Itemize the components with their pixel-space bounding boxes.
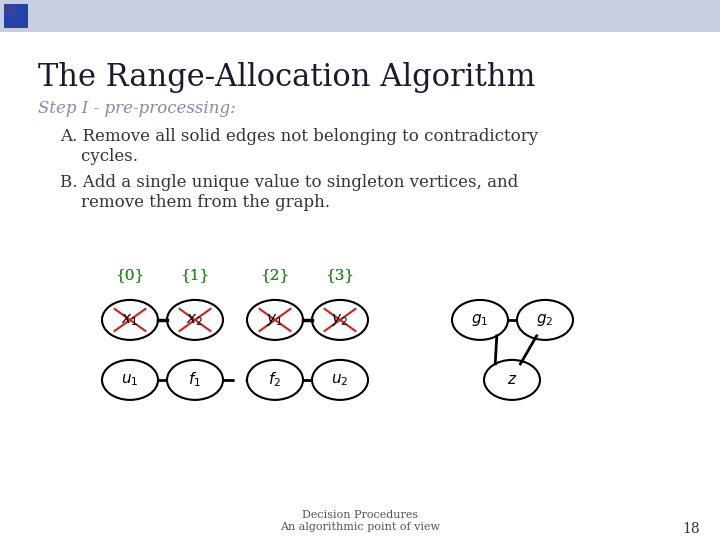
Bar bbox=[0, 0, 720, 32]
Text: $z$: $z$ bbox=[507, 373, 517, 387]
Ellipse shape bbox=[312, 360, 368, 400]
Bar bbox=[4, 4, 28, 28]
Text: The Range-Allocation Algorithm: The Range-Allocation Algorithm bbox=[38, 62, 536, 93]
Text: B. Add a single unique value to singleton vertices, and
    remove them from the: B. Add a single unique value to singleto… bbox=[60, 174, 518, 211]
Ellipse shape bbox=[517, 300, 573, 340]
Text: $y_1$: $y_1$ bbox=[266, 312, 284, 328]
Ellipse shape bbox=[247, 360, 303, 400]
Text: $u_2$: $u_2$ bbox=[331, 372, 348, 388]
Text: {2}: {2} bbox=[261, 268, 289, 282]
Ellipse shape bbox=[102, 360, 158, 400]
Text: $g_2$: $g_2$ bbox=[536, 312, 554, 328]
Text: {0}: {0} bbox=[115, 268, 145, 282]
Text: A. Remove all solid edges not belonging to contradictory
    cycles.: A. Remove all solid edges not belonging … bbox=[60, 128, 538, 165]
Ellipse shape bbox=[102, 300, 158, 340]
Text: {1}: {1} bbox=[181, 268, 210, 282]
Text: An algorithmic point of view: An algorithmic point of view bbox=[280, 522, 440, 532]
Ellipse shape bbox=[312, 300, 368, 340]
Text: $y_2$: $y_2$ bbox=[331, 312, 348, 328]
Text: {2}: {2} bbox=[261, 268, 289, 282]
Text: {0}: {0} bbox=[115, 268, 145, 282]
Text: {3}: {3} bbox=[325, 268, 354, 282]
Text: Step I - pre-processing:: Step I - pre-processing: bbox=[38, 100, 235, 117]
Text: Decision Procedures: Decision Procedures bbox=[302, 510, 418, 520]
Text: $f_1$: $f_1$ bbox=[189, 370, 202, 389]
Text: {3}: {3} bbox=[325, 268, 354, 282]
Text: $g_1$: $g_1$ bbox=[472, 312, 489, 328]
Text: $x_2$: $x_2$ bbox=[186, 312, 204, 328]
Text: $x_1$: $x_1$ bbox=[122, 312, 138, 328]
Ellipse shape bbox=[452, 300, 508, 340]
Ellipse shape bbox=[247, 300, 303, 340]
Ellipse shape bbox=[167, 300, 223, 340]
Ellipse shape bbox=[484, 360, 540, 400]
Text: 18: 18 bbox=[683, 522, 700, 536]
Ellipse shape bbox=[167, 360, 223, 400]
Bar bbox=[4, 4, 16, 16]
Text: $u_1$: $u_1$ bbox=[121, 372, 139, 388]
Text: $f_2$: $f_2$ bbox=[269, 370, 282, 389]
Text: {1}: {1} bbox=[181, 268, 210, 282]
